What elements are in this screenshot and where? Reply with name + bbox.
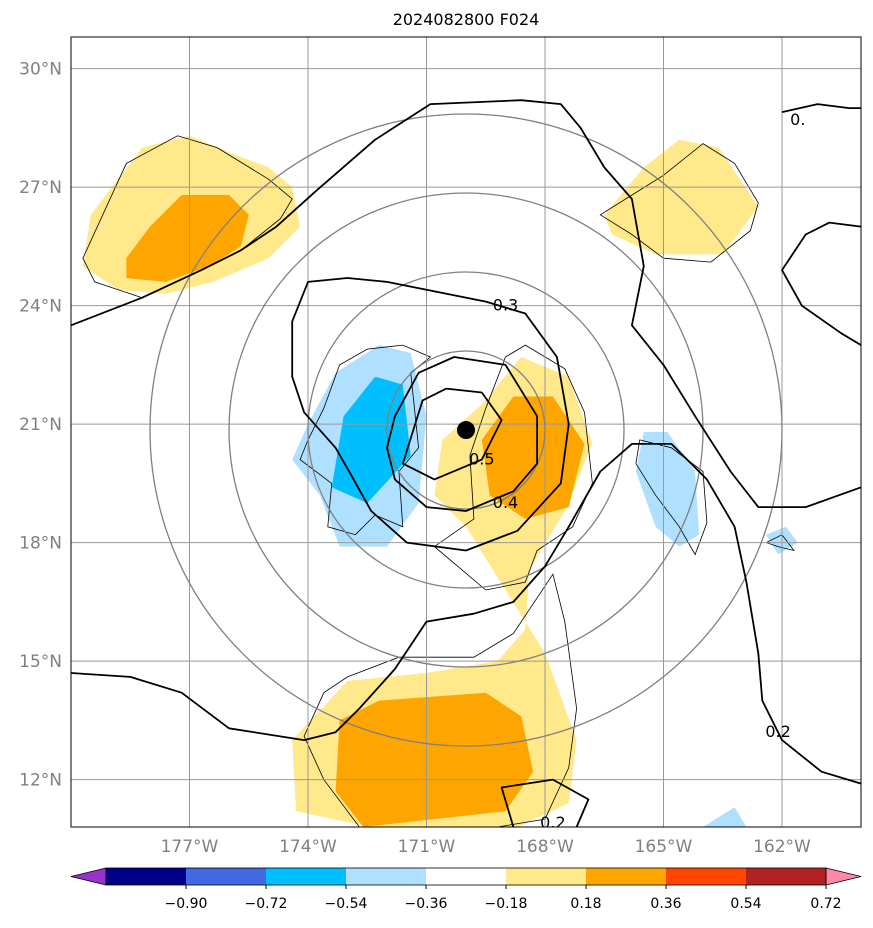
colorbar-segment (266, 868, 347, 885)
chart-title: 2024082800 F024 (393, 10, 540, 29)
thin-outline-1 (599, 143, 759, 263)
range-ring-3 (149, 113, 783, 747)
shaded-region-10 (703, 807, 747, 827)
y-tick-label: 18°N (19, 534, 62, 554)
colorbar-segment (186, 868, 267, 885)
colorbar-tick-label: 0.36 (650, 896, 681, 912)
contour-line-0 (71, 442, 861, 785)
thin-outline-2 (299, 344, 432, 536)
contour-line-1 (71, 99, 861, 509)
contour-label-8: 0.2 (540, 813, 565, 832)
colorbar-segment (506, 868, 587, 885)
colorbar-tick-label: −0.36 (405, 896, 448, 912)
colorbar-tick-label: −0.72 (245, 896, 288, 912)
shaded-region-6 (481, 396, 585, 519)
x-tick-label: 177°W (161, 837, 219, 857)
range-ring-0 (386, 350, 546, 510)
colorbar-frame (105, 867, 827, 886)
x-tick-label: 174°W (279, 837, 337, 857)
colorbar-segment (666, 868, 747, 885)
y-tick-label: 15°N (19, 652, 62, 672)
colorbar-segment (346, 868, 427, 885)
contour-label-4: 0.5 (469, 450, 494, 469)
contour-line-8 (500, 778, 590, 827)
shaded-region-1 (126, 195, 249, 282)
contour-line-5 (781, 103, 861, 113)
colorbar-tick-label: −0.54 (325, 896, 368, 912)
colorbar-segment (586, 868, 667, 885)
colorbar-tick-label: 0.72 (810, 896, 841, 912)
thin-outline-4 (303, 573, 578, 827)
shaded-region-7 (335, 692, 534, 827)
x-tick-label: 171°W (398, 837, 456, 857)
y-tick-label: 24°N (19, 297, 62, 317)
x-tick-label: 162°W (753, 837, 811, 857)
storm-center-marker (457, 421, 475, 440)
x-tick-label: 168°W (516, 837, 574, 857)
contour-label-2: 0.3 (493, 296, 518, 315)
shaded-region-2 (604, 139, 759, 255)
colorbar-segment (426, 868, 507, 885)
contour-line-3 (386, 356, 538, 512)
contour-line-7 (781, 221, 861, 346)
thin-outline-0 (82, 135, 293, 299)
y-tick-label: 27°N (19, 178, 62, 198)
contour-line-2 (291, 277, 570, 552)
colorbar-tick-label: −0.90 (165, 896, 208, 912)
x-tick-label: 165°W (635, 837, 693, 857)
colorbar-segment (746, 868, 827, 885)
colorbar-tick-label: −0.18 (485, 896, 528, 912)
y-tick-label: 12°N (19, 771, 62, 791)
y-tick-label: 30°N (19, 60, 62, 80)
colorbar-tick-label: 0.18 (570, 896, 601, 912)
contour-label-0: 0.2 (765, 722, 790, 741)
thin-outline-6 (765, 534, 795, 552)
thin-outline-3 (433, 344, 593, 591)
contour-label-3: 0.4 (493, 493, 518, 512)
y-tick-label: 21°N (19, 415, 62, 435)
range-ring-1 (307, 271, 625, 589)
colorbar-extend-low (70, 867, 107, 886)
colorbar-extend-high (825, 867, 862, 886)
shaded-region-4 (331, 376, 411, 504)
contour-line-4 (401, 387, 503, 481)
map-frame (70, 36, 862, 828)
contour-label-6: 0. (790, 110, 805, 129)
colorbar-tick-label: 0.54 (730, 896, 761, 912)
shaded-region-8 (635, 432, 700, 547)
colorbar-segment (106, 868, 187, 885)
